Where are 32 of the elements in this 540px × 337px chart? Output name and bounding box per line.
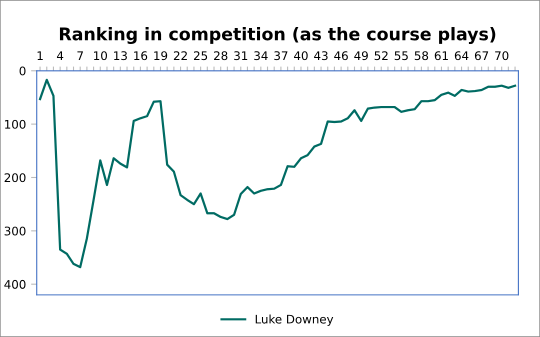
x-tick-label: 37: [274, 51, 288, 60]
line-series: [38, 78, 516, 268]
y-tick-label: 200: [4, 173, 26, 182]
x-tick-label: 64: [454, 51, 468, 60]
x-tick-label: 13: [114, 51, 127, 60]
x-tick-label: 34: [254, 51, 268, 60]
x-tick-label: 16: [134, 51, 148, 60]
x-tick-label: 43: [314, 51, 328, 60]
x-tick-label: 40: [294, 51, 308, 60]
x-tick-label: 31: [234, 51, 248, 60]
x-tick-label: 55: [394, 51, 408, 60]
x-tick-label: 28: [214, 51, 228, 60]
x-tick-label: 10: [94, 51, 107, 60]
legend-label: Luke Downey: [256, 314, 334, 326]
y-tick-label: 300: [4, 226, 26, 236]
x-tick-label: 7: [77, 51, 83, 60]
x-tick-label: 70: [495, 51, 508, 60]
y-tick-label: 100: [5, 120, 26, 129]
x-tick-label: 19: [154, 51, 168, 60]
x-tick-label: 67: [474, 51, 488, 60]
x-tick-label: 22: [174, 51, 187, 60]
x-tick-label: 46: [334, 51, 348, 60]
x-tick-label: 58: [414, 51, 428, 60]
x-tick-label: 1: [38, 51, 43, 60]
x-tick-label: 61: [434, 51, 448, 60]
chart-title: Ranking in competition (as the course plays): [60, 27, 496, 44]
x-tick-label: 49: [354, 51, 368, 60]
x-tick-label: 4: [56, 51, 64, 60]
x-tick-label: 25: [194, 51, 208, 60]
x-tick-label: 52: [374, 51, 388, 60]
y-tick-label: 0: [20, 66, 26, 76]
y-tick-label: 400: [4, 280, 26, 289]
